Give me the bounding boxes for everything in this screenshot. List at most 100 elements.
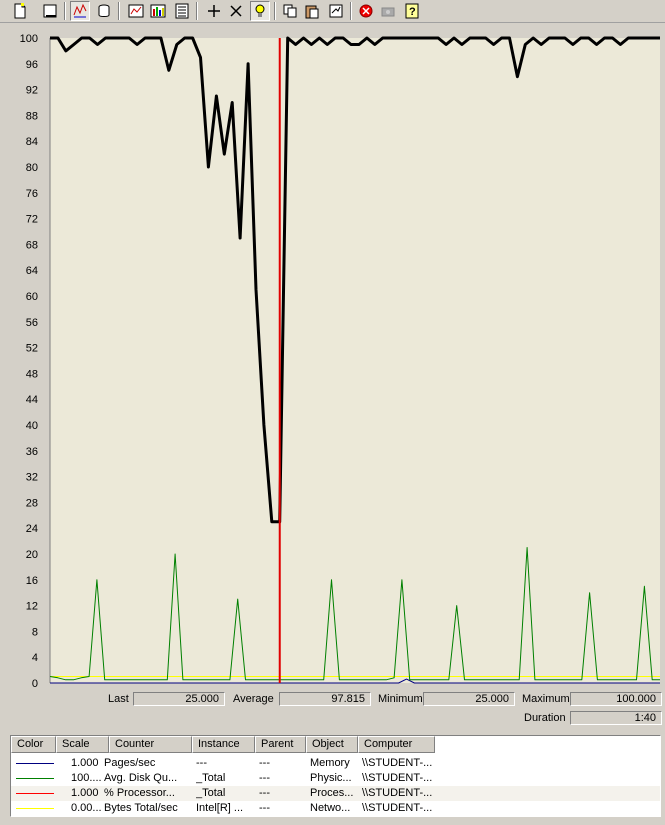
duration-value: 1:40 <box>570 711 662 725</box>
color-swatch <box>16 763 54 764</box>
legend-cell-parent: --- <box>259 802 270 814</box>
y-tick-label: 12 <box>26 601 38 613</box>
minimum-value: 25.000 <box>423 692 515 706</box>
highlight-icon[interactable] <box>250 1 270 21</box>
legend-cell-object: Proces... <box>310 787 354 799</box>
last-value: 25.000 <box>133 692 225 706</box>
legend-cell-counter: Bytes Total/sec <box>104 802 178 814</box>
help-icon[interactable]: ? <box>402 1 422 21</box>
legend-cell-scale: 100.... <box>71 772 102 784</box>
y-tick-label: 76 <box>26 188 38 200</box>
view-report-icon[interactable] <box>172 1 192 21</box>
value-bar: Last 25.000 Average 97.815 Minimum 25.00… <box>0 690 665 730</box>
y-tick-label: 96 <box>26 59 38 71</box>
update-data-icon[interactable] <box>378 1 398 21</box>
legend-cell-object: Physic... <box>310 772 352 784</box>
series-line-0 <box>50 36 660 524</box>
new-counter-set-icon[interactable] <box>10 1 30 21</box>
legend-cell-instance: Intel[R] ... <box>196 802 244 814</box>
y-tick-label: 20 <box>26 549 38 561</box>
legend-cell-parent: --- <box>259 757 270 769</box>
y-tick-label: 56 <box>26 317 38 329</box>
column-header-scale[interactable]: Scale <box>56 736 109 753</box>
view-current-activity-icon[interactable] <box>70 1 90 21</box>
y-tick-label: 24 <box>26 523 38 535</box>
y-tick-label: 88 <box>26 110 38 122</box>
color-swatch <box>16 808 54 809</box>
y-tick-label: 28 <box>26 497 38 509</box>
paste-counter-list-icon[interactable] <box>302 1 322 21</box>
legend-cell-computer: \\STUDENT-... <box>362 802 433 814</box>
legend-cell-object: Memory <box>310 757 350 769</box>
column-header-parent[interactable]: Parent <box>255 736 306 753</box>
legend-cell-instance: _Total <box>196 772 226 784</box>
color-swatch <box>16 793 54 794</box>
legend-cell-instance: --- <box>196 757 207 769</box>
view-log-data-icon[interactable] <box>94 1 114 21</box>
series-line-3 <box>50 678 660 684</box>
svg-text:?: ? <box>409 6 416 18</box>
maximum-label: Maximum <box>522 693 570 705</box>
add-icon[interactable] <box>204 1 224 21</box>
column-header-counter[interactable]: Counter <box>109 736 192 753</box>
y-tick-label: 44 <box>26 394 38 406</box>
legend-cell-scale: 1.000 <box>71 787 99 799</box>
average-value: 97.815 <box>279 692 371 706</box>
minimum-label: Minimum <box>378 693 423 705</box>
color-swatch <box>16 778 54 779</box>
y-tick-label: 84 <box>26 136 38 148</box>
legend-row[interactable]: 0.00... Bytes Total/sec Intel[R] ... --- Net… <box>11 801 660 816</box>
legend-cell-scale: 0.00... <box>71 802 102 814</box>
clear-display-icon[interactable] <box>40 1 60 21</box>
legend-cell-counter: Pages/sec <box>104 757 156 769</box>
y-tick-label: 36 <box>26 446 38 458</box>
legend-cell-computer: \\STUDENT-... <box>362 787 433 799</box>
y-tick-label: 68 <box>26 239 38 251</box>
copy-properties-icon[interactable] <box>280 1 300 21</box>
column-header-object[interactable]: Object <box>306 736 358 753</box>
y-tick-label: 92 <box>26 85 38 97</box>
legend-row[interactable]: 100.... Avg. Disk Qu... _Total --- Physic...… <box>11 771 660 786</box>
series-line-1 <box>49 547 660 681</box>
y-tick-label: 16 <box>26 575 38 587</box>
legend-cell-computer: \\STUDENT-... <box>362 772 433 784</box>
legend-cell-scale: 1.000 <box>71 757 99 769</box>
legend-row[interactable]: 1.000 % Processor... _Total --- Proces... \\S… <box>11 786 660 801</box>
column-header-computer[interactable]: Computer <box>358 736 435 753</box>
graph-area <box>50 38 660 683</box>
column-header-instance[interactable]: Instance <box>192 736 255 753</box>
legend-cell-object: Netwo... <box>310 802 351 814</box>
y-tick-label: 80 <box>26 162 38 174</box>
average-label: Average <box>233 693 274 705</box>
y-tick-label: 72 <box>26 214 38 226</box>
legend-row[interactable]: 1.000 Pages/sec --- --- Memory \\STUDENT-... <box>11 756 660 771</box>
toolbar: ? <box>0 0 665 23</box>
y-tick-label: 8 <box>32 626 38 638</box>
y-tick-label: 52 <box>26 343 38 355</box>
maximum-value: 100.000 <box>570 692 662 706</box>
y-tick-label: 32 <box>26 472 38 484</box>
performance-graph: 1009692888480767268646056524844403632282… <box>20 33 660 690</box>
column-header-color[interactable]: Color <box>11 736 56 753</box>
y-tick-label: 100 <box>20 33 38 45</box>
legend-cell-counter: Avg. Disk Qu... <box>104 772 178 784</box>
legend-cell-counter: % Processor... <box>104 787 175 799</box>
y-tick-label: 64 <box>26 265 38 277</box>
y-tick-label: 40 <box>26 420 38 432</box>
y-tick-label: 0 <box>32 678 38 690</box>
duration-label: Duration <box>524 712 566 724</box>
last-label: Last <box>108 693 129 705</box>
view-histogram-icon[interactable] <box>148 1 168 21</box>
legend-cell-parent: --- <box>259 772 270 784</box>
counter-legend: Color Scale Counter Instance Parent Obje… <box>10 735 661 817</box>
y-tick-label: 4 <box>32 652 38 664</box>
legend-cell-computer: \\STUDENT-... <box>362 757 433 769</box>
y-tick-label: 60 <box>26 291 38 303</box>
view-graph-icon[interactable] <box>126 1 146 21</box>
delete-icon[interactable] <box>226 1 246 21</box>
properties-icon[interactable] <box>326 1 346 21</box>
legend-cell-instance: _Total <box>196 787 226 799</box>
legend-cell-parent: --- <box>259 787 270 799</box>
y-tick-label: 48 <box>26 368 38 380</box>
freeze-display-icon[interactable] <box>356 1 376 21</box>
